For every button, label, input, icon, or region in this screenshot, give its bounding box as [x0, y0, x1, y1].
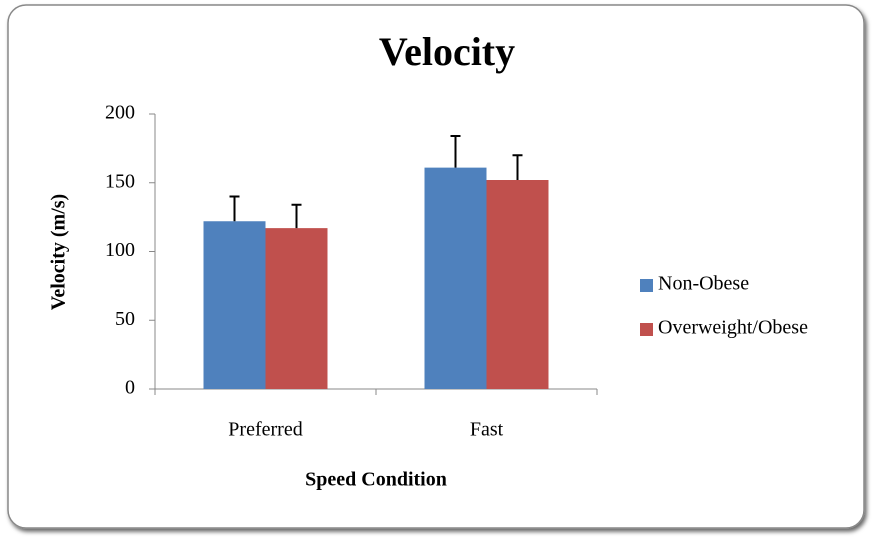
y-tick-label: 0 — [125, 377, 135, 399]
y-tick-label: 100 — [105, 239, 135, 261]
error-bar — [229, 195, 240, 222]
error-bar — [512, 154, 523, 180]
x-axis-label: Speed Condition — [305, 469, 447, 491]
bar — [424, 167, 487, 389]
error-bar — [291, 203, 302, 229]
legend-label: Overweight/Obese — [658, 317, 808, 339]
error-bar — [450, 135, 461, 168]
bar — [486, 180, 549, 389]
y-tick-label: 200 — [105, 102, 135, 124]
bar — [203, 221, 266, 389]
legend-label: Non-Obese — [658, 273, 749, 295]
chart-title: Velocity — [379, 29, 515, 74]
legend-swatch — [640, 279, 653, 292]
x-tick-label: Preferred — [228, 419, 302, 441]
y-tick-label: 150 — [105, 170, 135, 192]
bar — [265, 228, 328, 389]
legend-swatch — [640, 323, 653, 336]
x-tick-label: Fast — [470, 419, 504, 441]
y-axis-label: Velocity (m/s) — [48, 194, 70, 310]
y-tick-label: 50 — [115, 308, 135, 330]
